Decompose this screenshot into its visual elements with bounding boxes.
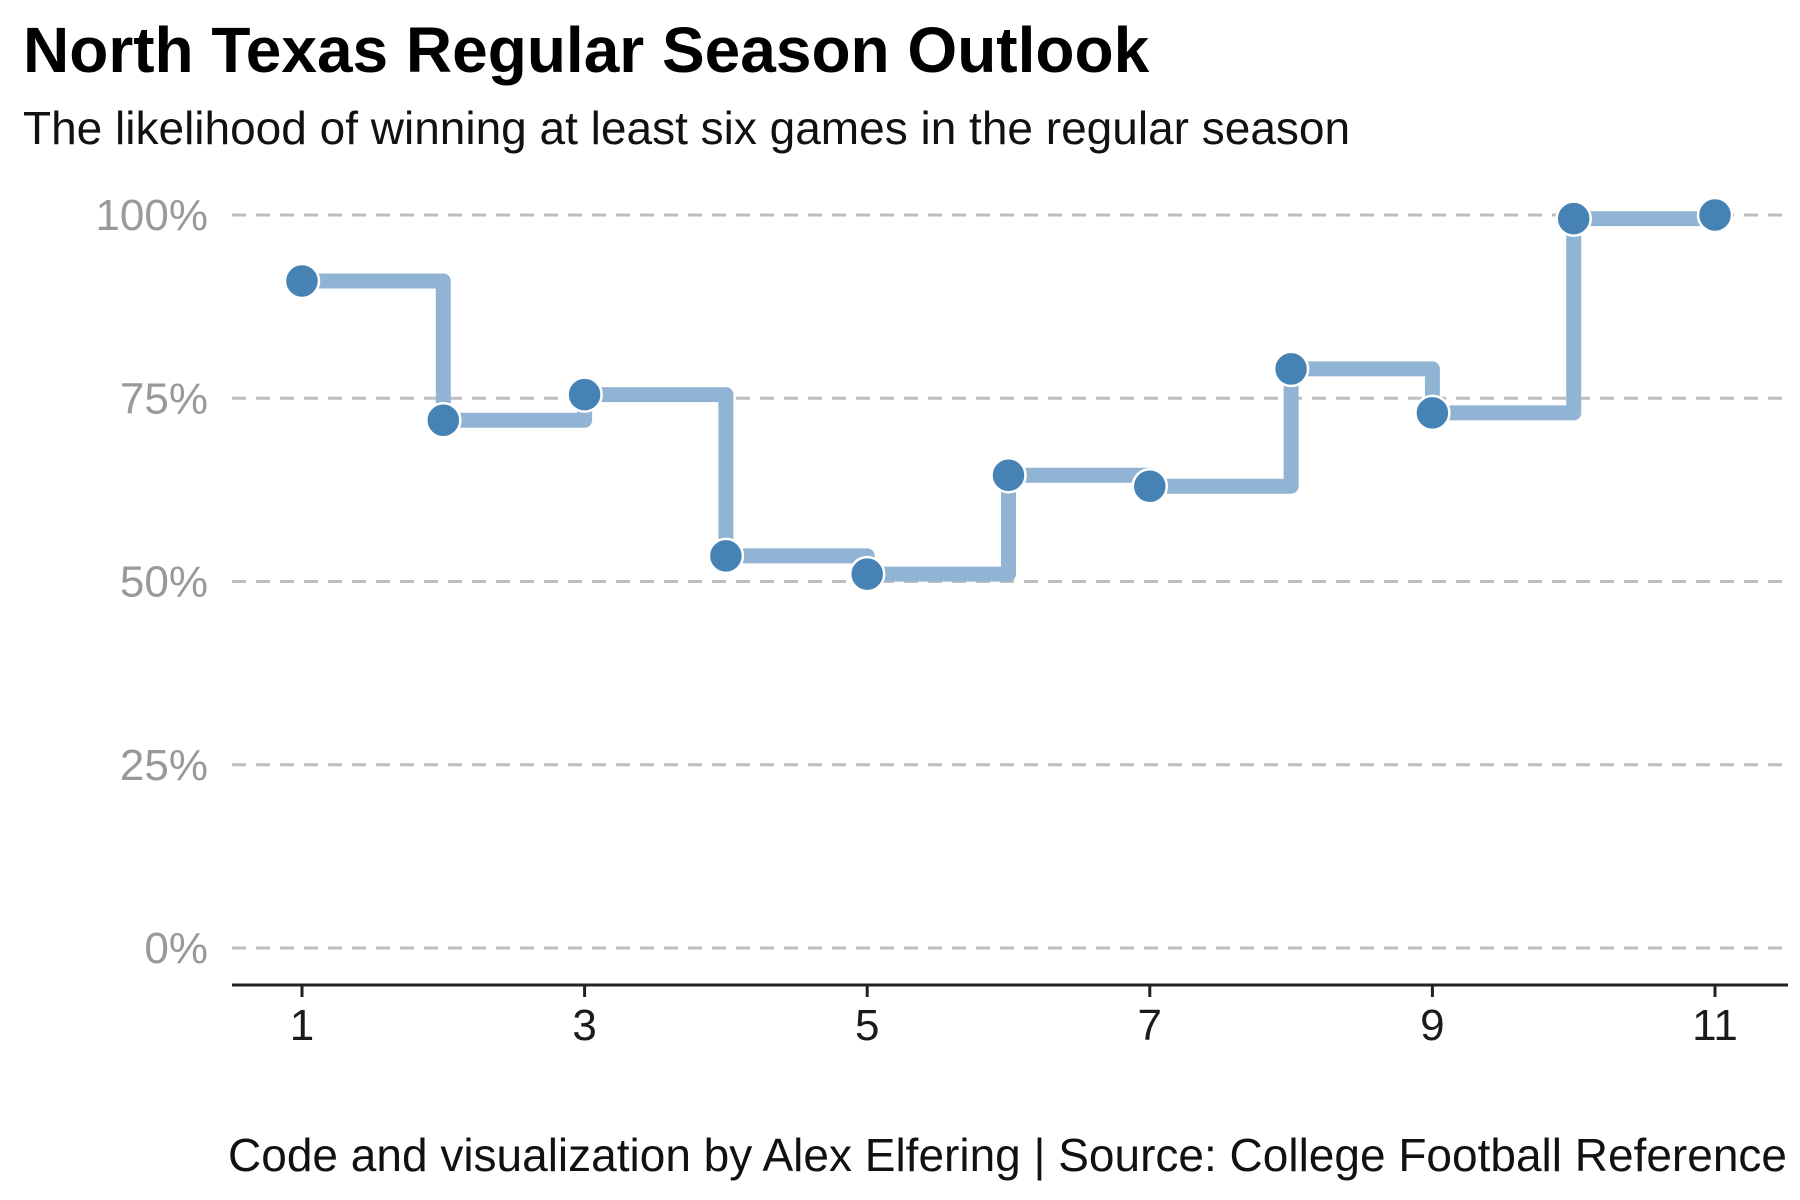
y-tick-label: 50% (120, 558, 208, 607)
data-point (1555, 200, 1592, 237)
x-tick-label: 9 (1420, 1001, 1444, 1050)
data-point (707, 537, 745, 575)
y-tick-label: 75% (120, 374, 208, 423)
x-tick-label: 11 (1692, 1001, 1738, 1050)
y-tick-label: 100% (95, 191, 208, 240)
x-tick-label: 7 (1138, 1001, 1162, 1050)
data-point (848, 555, 886, 593)
step-line-series (294, 207, 1723, 582)
data-point (283, 262, 321, 300)
x-tick-label: 3 (572, 1001, 596, 1050)
data-points (283, 196, 1734, 593)
data-point (425, 401, 462, 439)
y-tick-label: 0% (144, 924, 208, 973)
chart-subtitle: The likelihood of winning at least six g… (23, 102, 1351, 154)
x-axis-ticks: 1 3 5 7 9 11 (290, 985, 1738, 1050)
data-point (566, 376, 603, 413)
step-line (294, 207, 1723, 582)
x-tick-label: 1 (290, 1001, 314, 1050)
y-tick-label: 25% (120, 741, 208, 790)
chart-title: North Texas Regular Season Outlook (23, 14, 1150, 86)
data-point (990, 456, 1027, 494)
chart-caption: Code and visualization by Alex Elfering … (228, 1129, 1787, 1181)
data-point (1272, 350, 1310, 388)
x-tick-label: 5 (855, 1001, 879, 1050)
y-axis-ticks: 0% 25% 50% 75% 100% (95, 191, 208, 973)
data-point (1414, 394, 1451, 432)
grid-lines (232, 213, 1788, 950)
data-point (1696, 196, 1734, 234)
data-point (1131, 467, 1169, 505)
